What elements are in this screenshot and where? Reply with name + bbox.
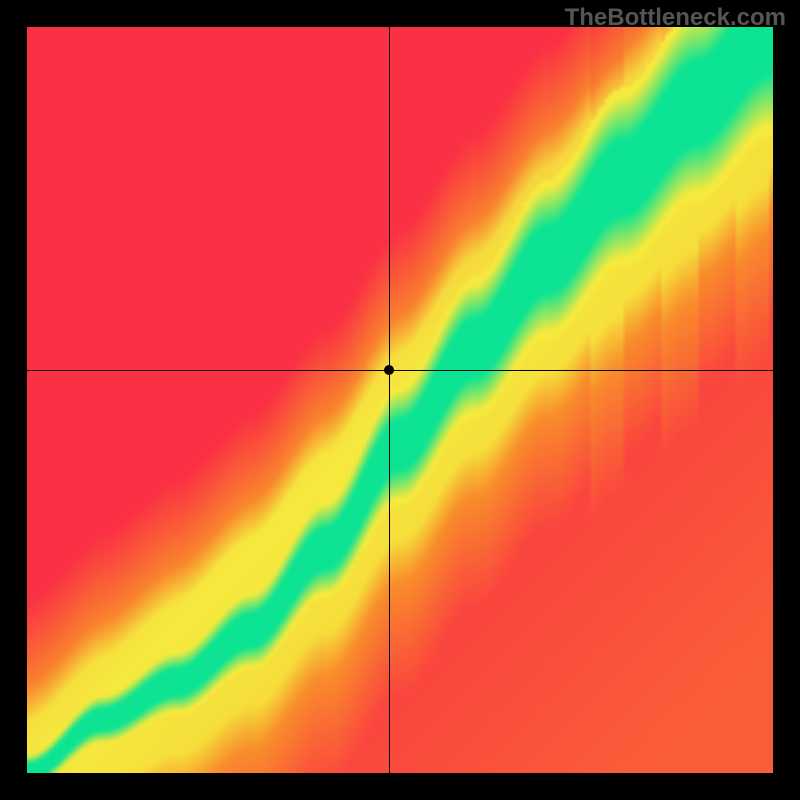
watermark-text: TheBottleneck.com [565, 4, 786, 32]
chart-frame [0, 0, 800, 800]
heatmap-canvas [27, 27, 773, 773]
crosshair-horizontal [27, 370, 773, 371]
chart-heatmap-container [27, 27, 773, 773]
crosshair-vertical [389, 27, 390, 773]
crosshair-marker [384, 365, 394, 375]
